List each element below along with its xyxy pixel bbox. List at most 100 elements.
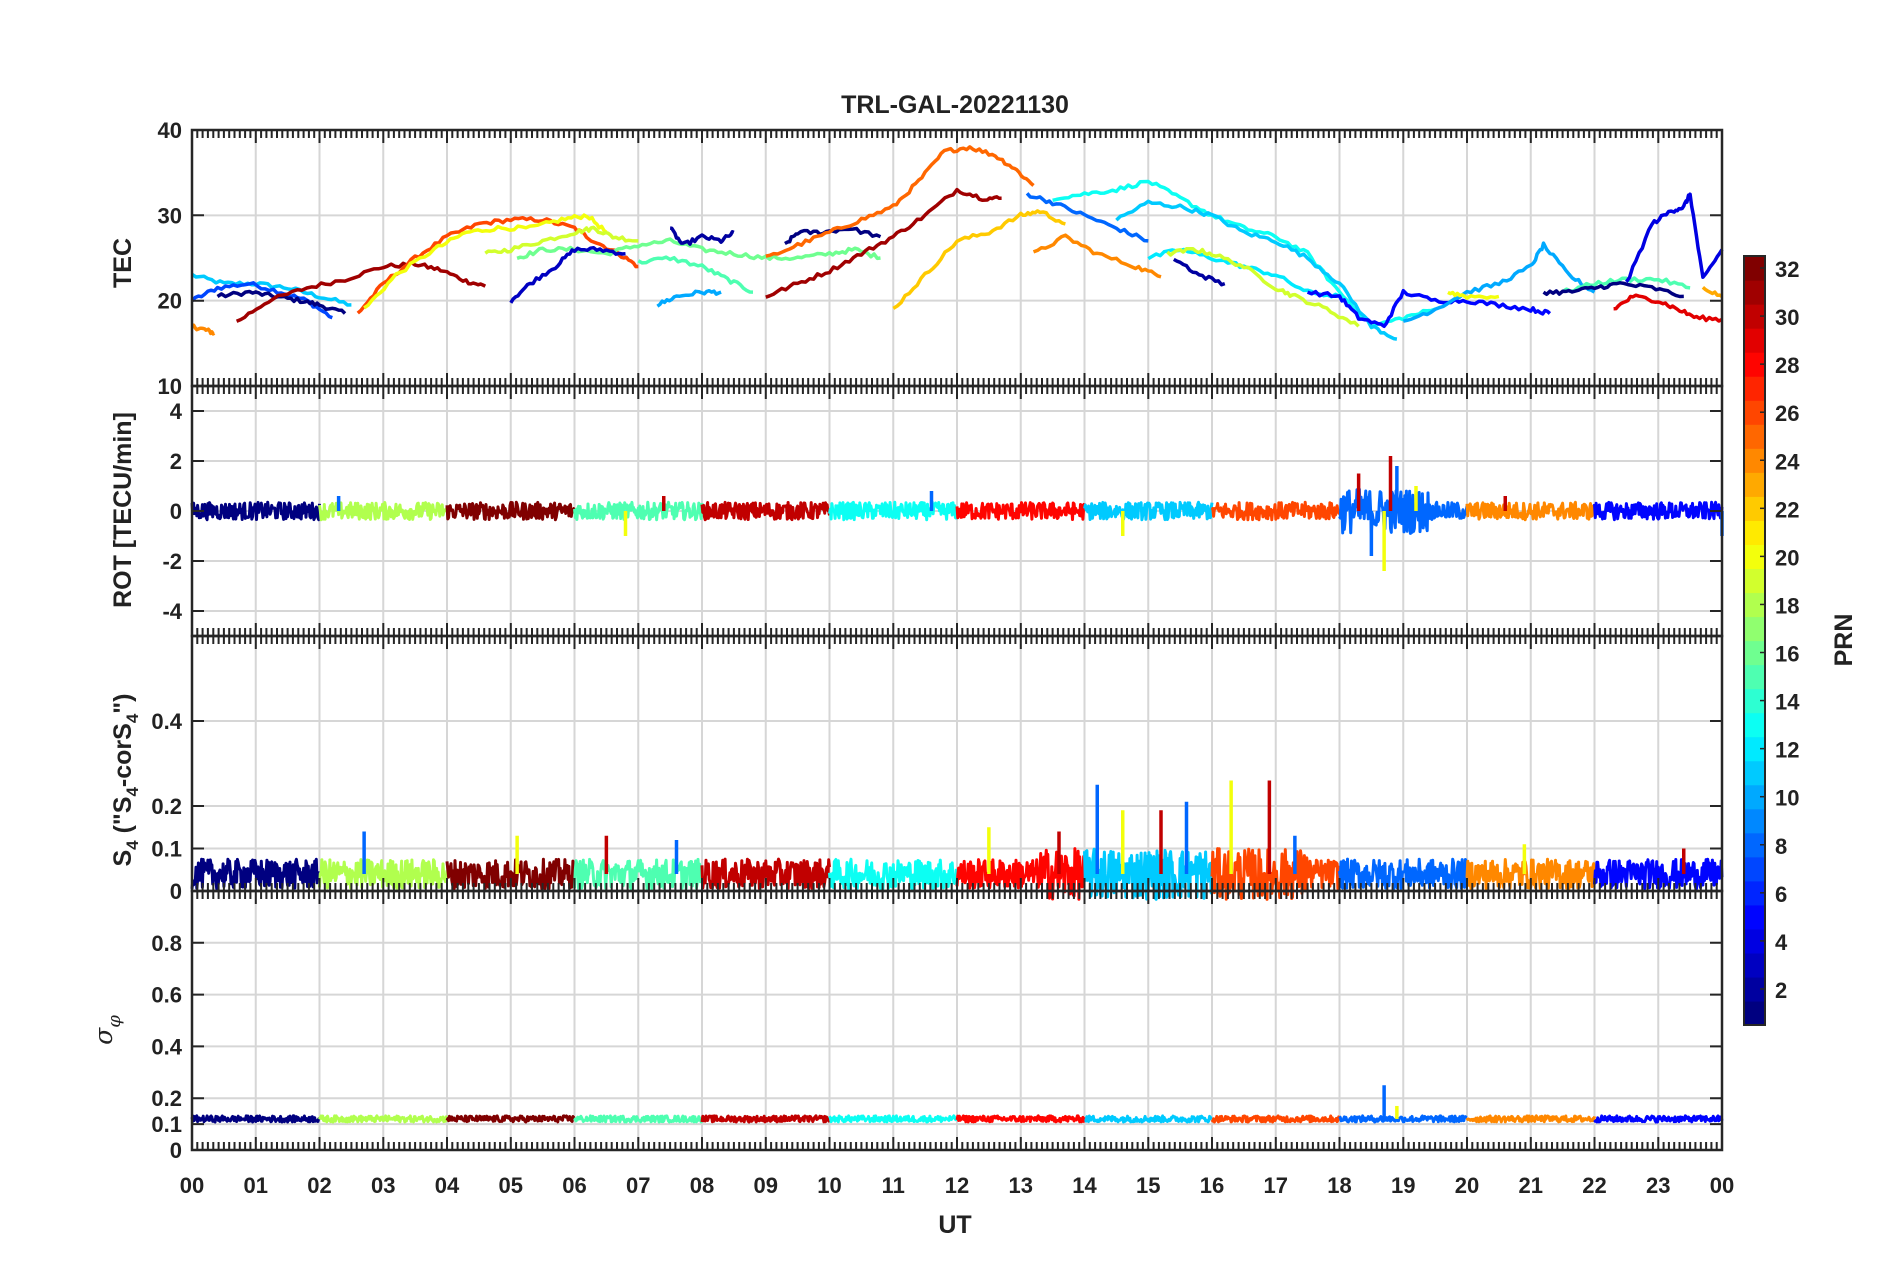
tec-series-prn-8 bbox=[1025, 192, 1149, 243]
tec-series-prn-2 bbox=[1172, 257, 1226, 287]
x-tick-label: 04 bbox=[435, 1173, 460, 1198]
tec-series-prn-26 bbox=[356, 215, 639, 315]
noise-trace bbox=[1083, 500, 1214, 522]
x-tick-label: 23 bbox=[1646, 1173, 1670, 1198]
tec-series-prn-23 bbox=[1701, 285, 1723, 298]
chart-title: TRL-GAL-20221130 bbox=[841, 91, 1069, 119]
noise-trace bbox=[955, 501, 1086, 521]
colorbar-swatch bbox=[1744, 904, 1765, 930]
y-tick-label: 0.8 bbox=[151, 931, 182, 956]
tec-series-prn-19 bbox=[484, 225, 639, 255]
noise-trace bbox=[190, 857, 321, 891]
tec-series-prn-31 bbox=[765, 187, 1002, 299]
x-tick-label: 01 bbox=[244, 1173, 268, 1198]
x-tick-label: 05 bbox=[499, 1173, 523, 1198]
y-tick-label: 4 bbox=[170, 399, 183, 424]
colorbar-tick-label: 2 bbox=[1775, 978, 1787, 1003]
tec-series-prn-20 bbox=[363, 213, 608, 310]
noise-trace bbox=[1338, 857, 1469, 891]
noise-trace bbox=[1210, 1114, 1341, 1124]
tec-series-prn-3 bbox=[509, 245, 626, 304]
x-tick-label: 10 bbox=[817, 1173, 841, 1198]
colorbar-tick-label: 24 bbox=[1775, 449, 1800, 474]
noise-trace bbox=[700, 1114, 831, 1124]
x-tick-label: 22 bbox=[1582, 1173, 1606, 1198]
noise-trace bbox=[1338, 1114, 1468, 1124]
tec-series-prn-31 bbox=[235, 260, 487, 323]
tec-series-prn-25 bbox=[765, 145, 1035, 258]
noise-trace bbox=[1465, 500, 1596, 522]
noise-trace bbox=[1593, 500, 1724, 522]
colorbar-swatch bbox=[1744, 616, 1765, 642]
colorbar-tick-label: 16 bbox=[1775, 642, 1799, 667]
noise-trace bbox=[955, 847, 1086, 901]
colorbar-swatch bbox=[1744, 664, 1765, 690]
colorbar-swatch bbox=[1744, 400, 1765, 425]
y-tick-label: 30 bbox=[158, 203, 182, 228]
tec-axis-label: TEC bbox=[109, 238, 137, 288]
x-tick-labels: 00 01 02 03 04 05 06 07 08 09 10 11 12 13 14 15 16 17 18 19… bbox=[180, 1173, 1734, 1198]
x-tick-label: 00 bbox=[180, 1173, 204, 1198]
y-tick-label: -4 bbox=[162, 599, 182, 624]
x-tick-label: 18 bbox=[1327, 1173, 1351, 1198]
tec-series-prn-1 bbox=[1542, 281, 1684, 299]
noise-trace bbox=[318, 501, 449, 522]
colorbar-swatch bbox=[1744, 688, 1765, 714]
colorbar-swatch bbox=[1744, 784, 1765, 810]
colorbar-tick-label: 12 bbox=[1775, 738, 1799, 763]
colorbar-swatch bbox=[1744, 592, 1765, 618]
y-tick-label: 0 bbox=[170, 499, 182, 524]
noise-trace bbox=[445, 1114, 576, 1124]
noise-trace bbox=[1338, 487, 1469, 535]
x-tick-label: 11 bbox=[882, 1173, 905, 1198]
y-tick-label: -2 bbox=[162, 549, 182, 574]
colorbar-tick-label: 26 bbox=[1775, 401, 1799, 426]
noise-trace bbox=[190, 1114, 321, 1124]
tec-series-prn-19 bbox=[1166, 246, 1360, 328]
x-tick-label: 06 bbox=[562, 1173, 586, 1198]
colorbar-tick-label: 18 bbox=[1775, 594, 1799, 619]
tec-series-prn-1 bbox=[216, 289, 347, 315]
noise-trace bbox=[573, 1114, 704, 1124]
x-tick-label: 19 bbox=[1391, 1173, 1415, 1198]
x-tick-label: 14 bbox=[1072, 1173, 1097, 1198]
colorbar-swatch bbox=[1744, 640, 1765, 666]
noise-trace bbox=[318, 858, 449, 890]
colorbar-tick-label: 32 bbox=[1775, 257, 1799, 282]
rot-panel: -4 -2 0 2 4 bbox=[162, 384, 1724, 638]
y-tick-label: 10 bbox=[158, 374, 182, 399]
colorbar-swatch bbox=[1744, 256, 1765, 281]
tec-series-prn-15 bbox=[637, 255, 754, 294]
y-tick-label: 0.6 bbox=[151, 983, 182, 1008]
noise-trace bbox=[190, 500, 321, 522]
x-tick-label: 08 bbox=[690, 1173, 714, 1198]
colorbar-label: PRN bbox=[1830, 614, 1858, 667]
x-axis-label: UT bbox=[938, 1211, 971, 1239]
y-tick-label: 2 bbox=[170, 449, 182, 474]
colorbar-swatch bbox=[1744, 520, 1765, 545]
tec-series-prn-10 bbox=[656, 288, 722, 308]
colorbar-swatch bbox=[1744, 544, 1765, 570]
tec-series-prn-11 bbox=[1115, 199, 1398, 341]
sigma-phi-panel: 00.10.2 0.4 0.6 0.8 bbox=[151, 889, 1724, 1163]
noise-trace bbox=[828, 500, 959, 522]
tec-series-prn-5 bbox=[1306, 288, 1552, 329]
colorbar-swatch bbox=[1744, 952, 1765, 978]
noise-trace bbox=[1083, 1114, 1213, 1124]
colorbar-tick-label: 28 bbox=[1775, 353, 1799, 378]
noise-trace bbox=[1593, 1114, 1724, 1124]
colorbar-swatch bbox=[1744, 472, 1765, 497]
x-tick-label: 15 bbox=[1136, 1173, 1160, 1198]
x-tick-label: 17 bbox=[1264, 1173, 1288, 1198]
tec-series-prn-11 bbox=[191, 272, 352, 307]
tec-series-prn-24 bbox=[191, 323, 216, 336]
y-tick-label: 0.4 bbox=[151, 1034, 182, 1059]
colorbar-tick-label: 14 bbox=[1775, 690, 1800, 715]
noise-trace bbox=[700, 500, 831, 522]
data-lines bbox=[190, 1085, 1724, 1124]
colorbar-swatch bbox=[1744, 832, 1765, 858]
colorbar-swatch bbox=[1744, 976, 1765, 1002]
colorbar-swatch bbox=[1744, 424, 1765, 449]
